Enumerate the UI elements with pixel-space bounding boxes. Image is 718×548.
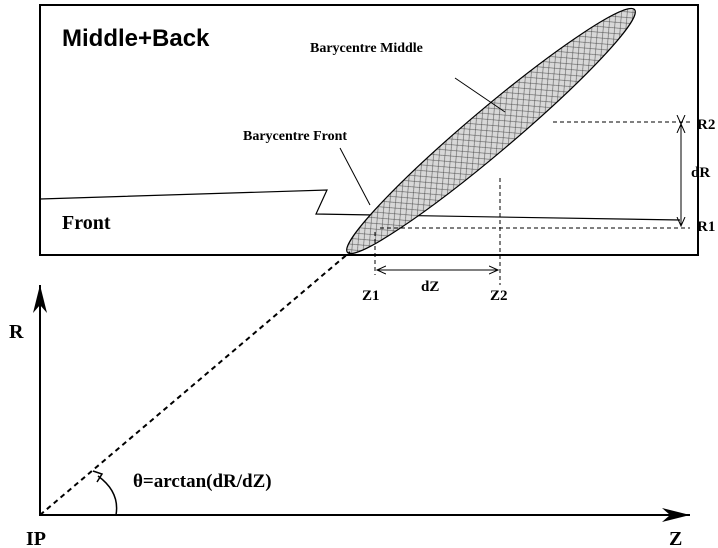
label: θ=arctan(dR/dZ) [133,471,272,492]
label: Z2 [490,288,508,304]
label: R2 [697,117,715,133]
front-boundary [39,189,681,221]
direction-line [39,251,351,516]
label: Barycentre Middle [310,41,423,56]
angle-arc [97,475,118,516]
label: dR [691,165,710,181]
label: Z1 [362,288,380,304]
label: Barycentre Front [243,129,347,144]
angle-arrowhead [92,470,104,483]
leader-middle [454,77,506,113]
leader-front [339,147,371,206]
label: dZ [421,279,439,295]
detector-box [39,4,699,256]
label: IP [26,528,46,548]
label: Middle+Back [62,25,210,52]
label: Front [62,212,111,234]
label: R [9,321,24,343]
label: R1 [697,219,715,235]
label: Z [669,528,682,548]
shower-ellipse [346,7,636,255]
